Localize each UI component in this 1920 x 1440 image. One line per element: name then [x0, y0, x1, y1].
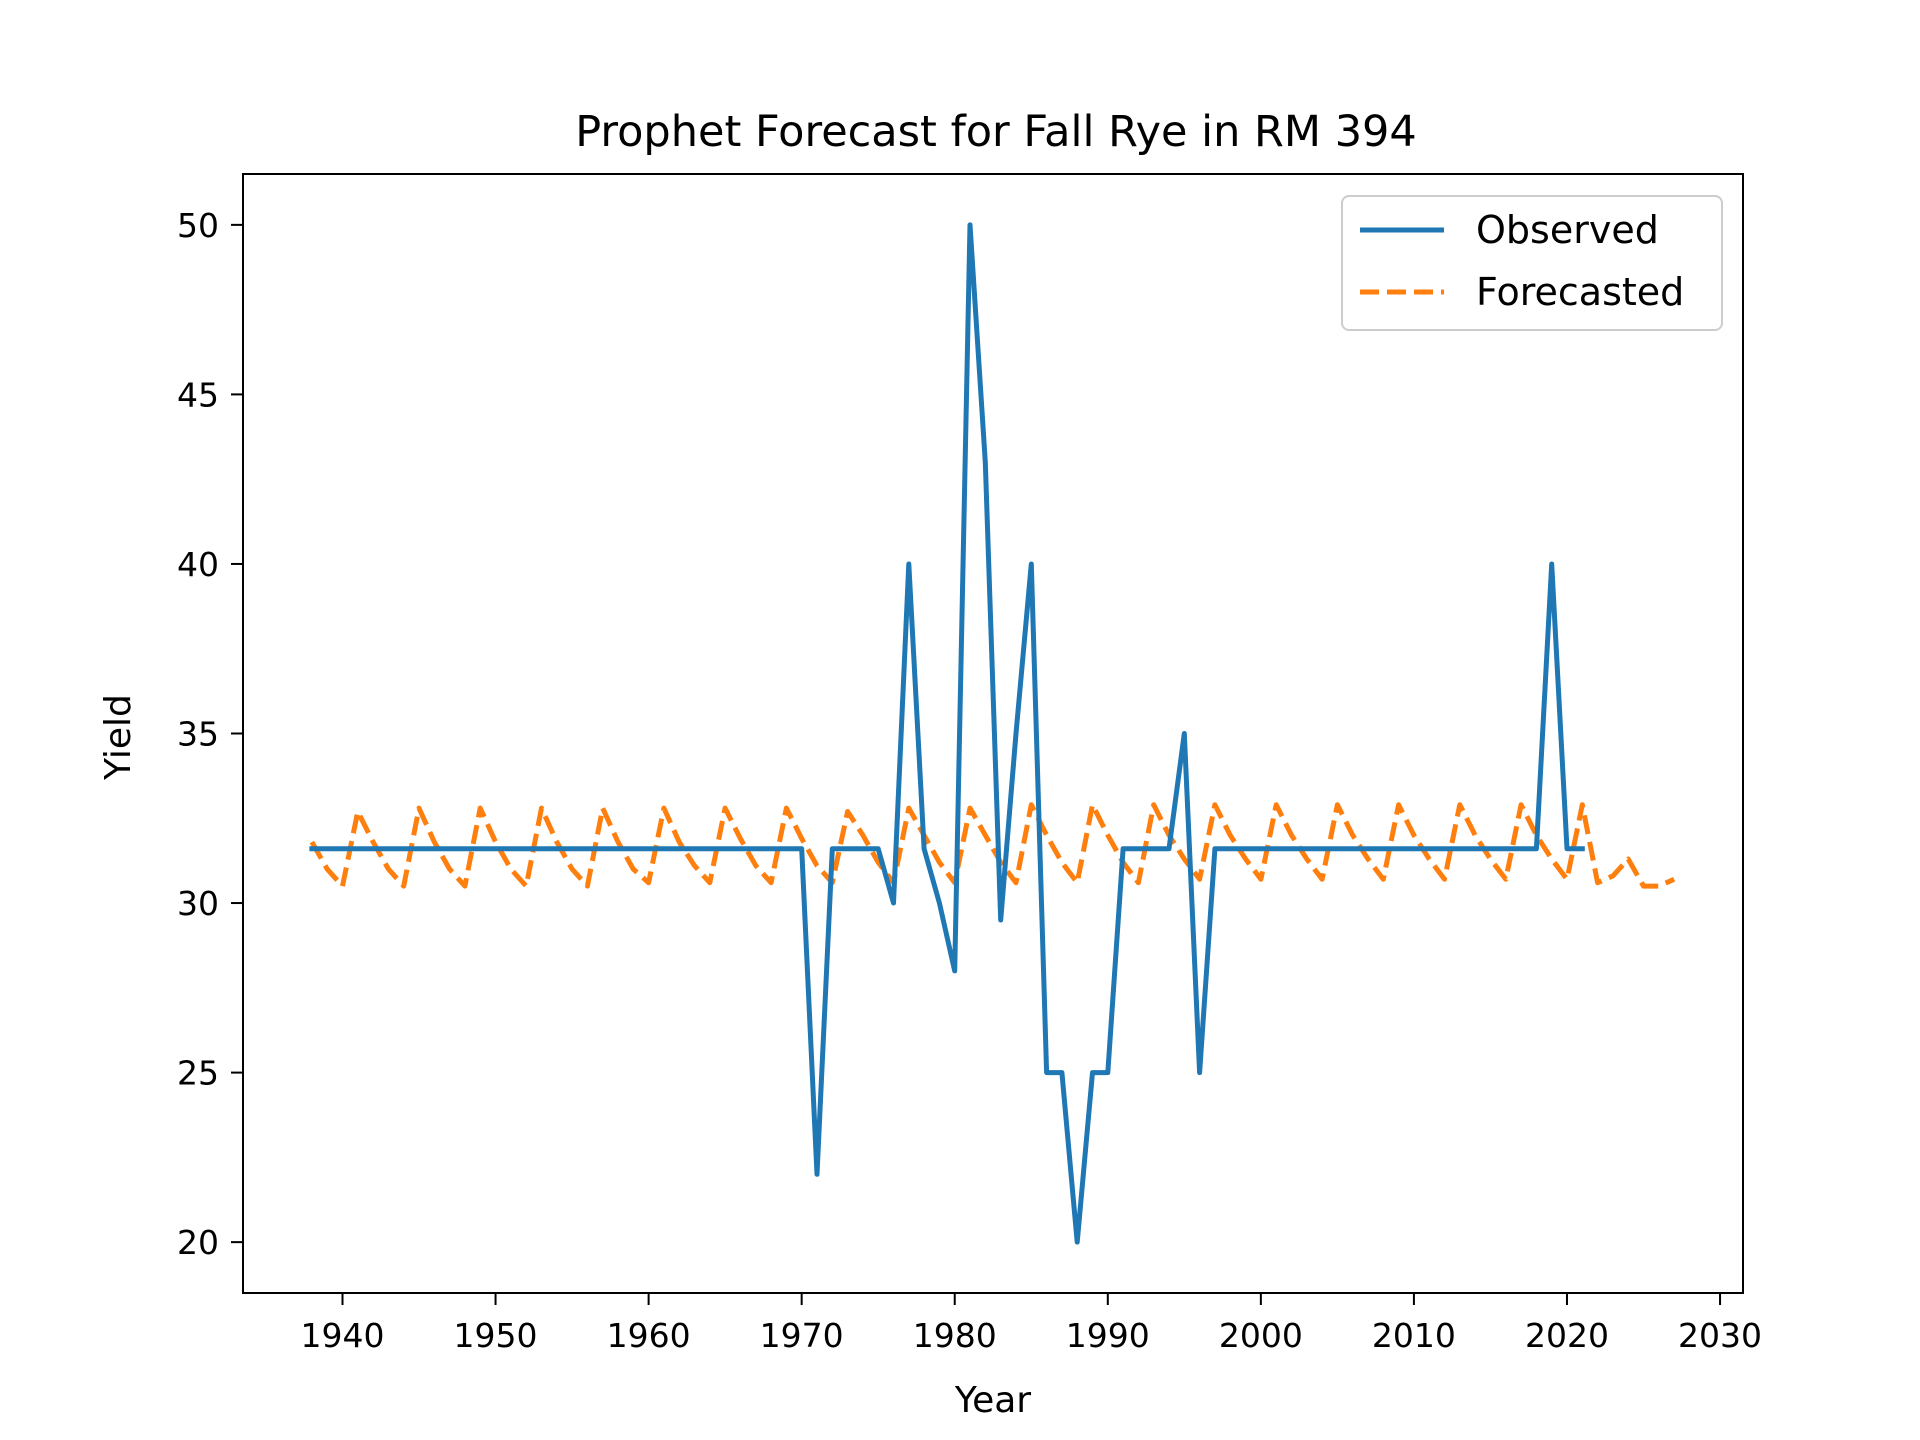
y-tick-label-35: 35 [177, 715, 219, 754]
y-tick-label-50: 50 [177, 206, 219, 245]
x-tick-label-1940: 1940 [300, 1316, 384, 1355]
y-tick-label-40: 40 [177, 545, 219, 584]
x-axis: 1940 1950 1960 1970 1980 1990 2000 2010 2020 2030 [300, 1293, 1762, 1355]
y-tick-label-45: 45 [177, 375, 219, 414]
legend-label-forecasted: Forecasted [1476, 270, 1684, 314]
legend-label-observed: Observed [1476, 208, 1659, 252]
series-layer [309, 222, 1676, 1245]
x-tick-label-1970: 1970 [760, 1316, 844, 1355]
x-tick-label-2010: 2010 [1372, 1316, 1456, 1355]
x-axis-label: Year [954, 1380, 1031, 1421]
y-axis: 20 25 30 35 40 45 50 [177, 206, 243, 1262]
series-line-forecasted [309, 802, 1676, 889]
y-tick-label-25: 25 [177, 1054, 219, 1093]
x-tick-label-2030: 2030 [1678, 1316, 1762, 1355]
x-tick-label-2000: 2000 [1219, 1316, 1303, 1355]
x-tick-label-1990: 1990 [1066, 1316, 1150, 1355]
x-tick-label-1960: 1960 [607, 1316, 691, 1355]
series-line-observed [309, 222, 1585, 1245]
y-tick-label-20: 20 [177, 1223, 219, 1262]
x-tick-label-1980: 1980 [913, 1316, 997, 1355]
legend: Observed Forecasted [1341, 195, 1723, 331]
y-axis-label: Yield [98, 694, 139, 781]
x-tick-label-2020: 2020 [1525, 1316, 1609, 1355]
y-tick-label-30: 30 [177, 884, 219, 923]
x-tick-label-1950: 1950 [454, 1316, 538, 1355]
chart-title: Prophet Forecast for Fall Rye in RM 394 [575, 107, 1417, 157]
